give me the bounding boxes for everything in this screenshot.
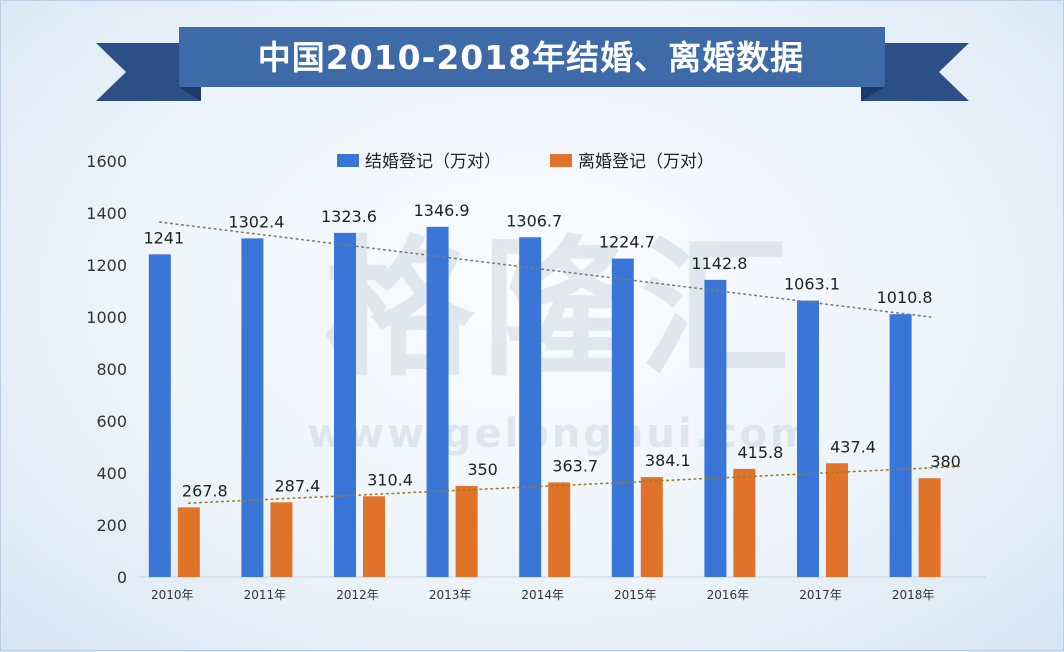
bar-marriage — [889, 314, 912, 577]
watermark-url: www.gelonghui.com — [307, 411, 814, 457]
data-label-marriage: 1224.7 — [599, 233, 655, 252]
banner-left-ribbon — [96, 43, 201, 101]
banner-left-fold — [179, 87, 201, 101]
data-label-marriage: 1346.9 — [414, 201, 470, 220]
bar-divorce — [363, 496, 385, 577]
x-tick-label: 2011年 — [244, 588, 287, 602]
bar-marriage — [334, 232, 356, 577]
bar-marriage — [611, 258, 634, 577]
data-label-divorce: 267.8 — [182, 481, 228, 500]
data-label-marriage: 1302.4 — [228, 212, 284, 231]
x-tick-label: 2014年 — [521, 588, 564, 602]
x-tick-label: 2010年 — [151, 588, 194, 602]
x-tick-label: 2013年 — [429, 588, 472, 602]
bar-marriage — [797, 300, 819, 577]
legend-swatch-marriage — [337, 154, 359, 167]
y-tick-label: 200 — [96, 516, 127, 535]
y-tick-label: 0 — [117, 568, 127, 587]
data-label-marriage: 1142.8 — [691, 254, 747, 273]
bar-divorce — [733, 468, 756, 577]
legend-label-divorce: 离婚登记（万对） — [578, 152, 714, 172]
y-tick-label: 1400 — [86, 204, 127, 223]
banner-right-ribbon — [861, 43, 969, 101]
data-label-divorce: 415.8 — [737, 443, 783, 462]
y-tick-label: 400 — [96, 464, 127, 483]
bar-divorce — [548, 482, 571, 577]
bar-divorce — [826, 463, 848, 577]
banner-right-fold — [861, 87, 885, 101]
bar-divorce — [455, 486, 478, 577]
banner-main — [179, 27, 885, 87]
data-label-marriage: 1323.6 — [321, 207, 377, 226]
legend-label-marriage: 结婚登记（万对） — [365, 152, 501, 172]
bar-marriage — [426, 226, 449, 577]
data-label-divorce: 350 — [467, 460, 498, 479]
chart-title: 中国2010-2018年结婚、离婚数据 — [257, 38, 805, 77]
bar-divorce — [918, 478, 941, 577]
watermark-logo: 格隆汇 — [324, 223, 798, 397]
data-label-divorce: 287.4 — [274, 476, 320, 495]
trendline-divorce — [188, 465, 961, 504]
data-label-divorce: 437.4 — [830, 437, 876, 456]
data-label-divorce: 363.7 — [552, 456, 598, 475]
data-label-divorce: 310.4 — [367, 470, 413, 489]
y-tick-label: 1600 — [86, 152, 127, 171]
x-tick-label: 2017年 — [799, 588, 842, 602]
bar-divorce — [270, 502, 293, 577]
x-tick-label: 2015年 — [614, 588, 657, 602]
y-tick-label: 600 — [96, 412, 127, 431]
x-tick-label: 2012年 — [336, 588, 379, 602]
data-label-marriage: 1241 — [143, 228, 184, 247]
y-tick-label: 1000 — [86, 308, 127, 327]
data-label-marriage: 1063.1 — [784, 275, 840, 294]
data-label-marriage: 1306.7 — [506, 211, 562, 230]
x-tick-label: 2018年 — [892, 588, 935, 602]
data-label-divorce: 380 — [930, 452, 961, 471]
bar-marriage — [241, 238, 264, 577]
bar-divorce — [640, 477, 663, 577]
data-label-divorce: 384.1 — [645, 451, 691, 470]
bar-marriage — [148, 254, 171, 577]
x-tick-label: 2016年 — [707, 588, 750, 602]
legend-swatch-divorce — [550, 154, 572, 167]
bar-marriage — [704, 279, 727, 577]
title-banner — [96, 27, 969, 101]
y-tick-label: 1200 — [86, 256, 127, 275]
bar-marriage — [519, 237, 542, 577]
bar-divorce — [177, 507, 200, 577]
y-tick-label: 800 — [96, 360, 127, 379]
data-label-marriage: 1010.8 — [877, 288, 933, 307]
